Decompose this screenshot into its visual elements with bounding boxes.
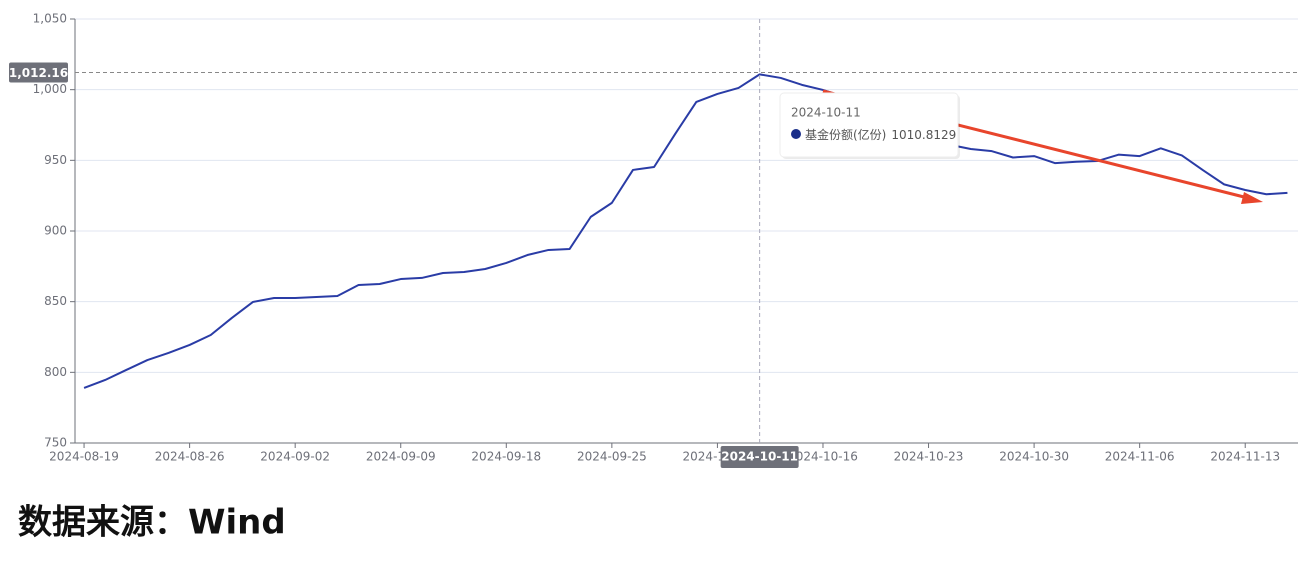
- y-tick-label: 950: [44, 153, 67, 167]
- x-pointer-label: 2024-10-11: [721, 450, 798, 464]
- x-tick-label: 2024-09-02: [260, 450, 330, 464]
- tooltip-series-name: 基金份额(亿份): [805, 127, 886, 142]
- x-tick-label: 2024-11-06: [1105, 450, 1175, 464]
- x-tick-label: 2024-09-25: [577, 450, 647, 464]
- source-note: 数据来源：Wind: [18, 503, 286, 543]
- y-tick-label: 1,050: [33, 12, 67, 26]
- x-tick-label: 2024-09-09: [366, 450, 436, 464]
- x-tick-label: 2024-10-16: [788, 450, 858, 464]
- y-tick-label: 750: [44, 436, 67, 450]
- tooltip-row: 基金份额(亿份) 1010.8129: [805, 127, 956, 142]
- tooltip-title: 2024-10-11: [791, 106, 861, 120]
- x-tick-label: 2024-08-19: [49, 450, 119, 464]
- y-tick-label: 850: [44, 294, 67, 308]
- tooltip: 2024-10-11 基金份额(亿份) 1010.8129: [779, 92, 960, 159]
- y-tick-label: 900: [44, 224, 67, 238]
- x-tick-label: 2024-09-18: [471, 450, 541, 464]
- overlay-layer: 1,012.16 2024-10-11 2024-10-11 基金份额(亿份) 1010…: [9, 19, 1298, 468]
- y-pointer-box: [9, 62, 68, 83]
- y-tick-label: 1,000: [33, 82, 67, 96]
- x-tick-label: 2024-08-26: [155, 450, 225, 464]
- x-pointer-box: [720, 446, 799, 468]
- line-series: [83, 73, 1288, 389]
- x-tick-label: 2024-10-30: [999, 450, 1069, 464]
- mark-layer: [83, 73, 1288, 389]
- tooltip-value: 1010.8129: [891, 128, 956, 142]
- tooltip-box: [779, 92, 959, 158]
- grid-layer: 750 800 850 900 950 1,000 1,050 2024-08-19 2024-…: [33, 12, 1298, 464]
- trend-arrow-head: [1241, 192, 1263, 204]
- x-tick-label: 2024-10-23: [894, 450, 964, 464]
- y-pointer-label: 1,012.16: [9, 66, 68, 80]
- x-tick-label: 2024-11-13: [1210, 450, 1280, 464]
- y-tick-label: 800: [44, 365, 67, 379]
- tooltip-dot: [791, 129, 801, 139]
